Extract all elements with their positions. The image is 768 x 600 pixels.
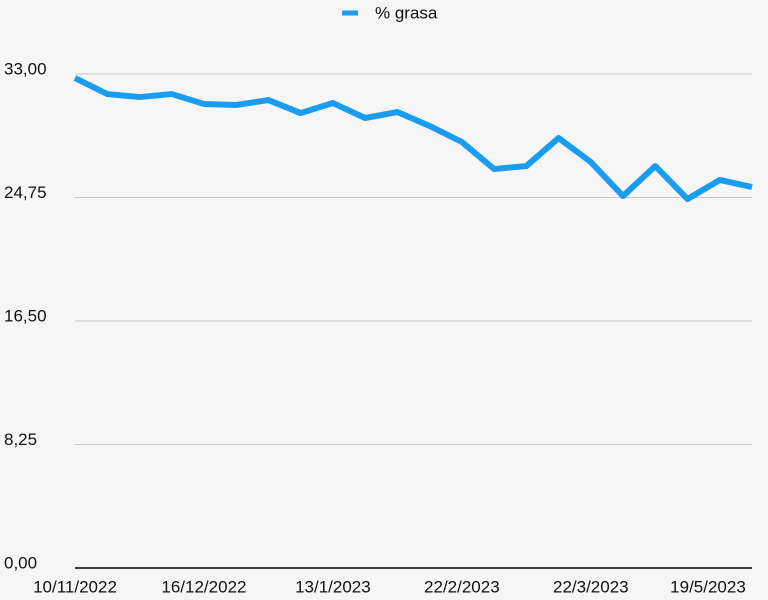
y-tick-label: 0,00	[4, 553, 37, 572]
y-tick-label: 33,00	[4, 59, 47, 78]
x-tick-label: 16/12/2022	[161, 577, 246, 596]
y-tick-label: 24,75	[4, 183, 47, 202]
x-tick-label: 10/11/2022	[33, 577, 117, 596]
y-tick-label: 16,50	[4, 306, 47, 325]
x-tick-label: 13/1/2023	[295, 577, 371, 596]
x-tick-label: 22/3/2023	[553, 577, 629, 596]
data-line	[73, 75, 753, 202]
x-tick-label: 19/5/2023	[670, 577, 746, 596]
x-tick-label: 22/2/2023	[424, 577, 500, 596]
y-tick-label: 8,25	[4, 430, 37, 449]
legend-label: % grasa	[375, 3, 438, 22]
